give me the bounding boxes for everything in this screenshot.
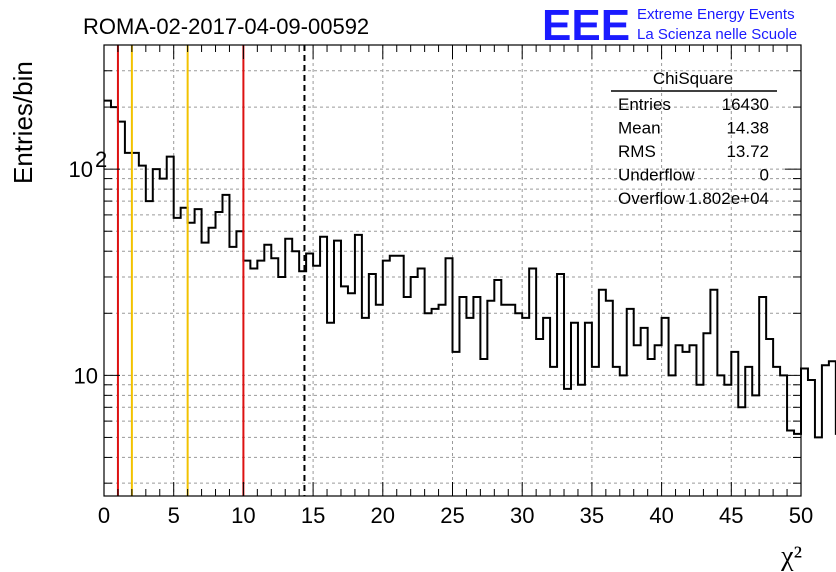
stats-value: 16430 (722, 95, 769, 114)
x-tick-label: 5 (168, 503, 180, 528)
stats-title: ChiSquare (653, 69, 733, 88)
histogram (104, 99, 836, 439)
stats-box: ChiSquare Entries 16430 Mean 14.38 RMS 13.72 U… (611, 69, 777, 208)
stats-label: Entries (618, 95, 671, 114)
threshold-lines (116, 45, 306, 496)
x-tick-label: 45 (719, 503, 743, 528)
y-tick-label: 10 (69, 157, 93, 182)
grid-lines (104, 45, 801, 496)
stats-value: 1.802e+04 (688, 189, 769, 208)
stats-label: Underflow (618, 166, 695, 185)
stats-label: Mean (618, 119, 661, 138)
chart-title: ROMA-02-2017-04-09-00592 (83, 14, 369, 39)
logo-line-2: La Scienza nelle Scuole (637, 26, 797, 43)
eee-logo: EEE Extreme Energy Events La Scienza nel… (542, 1, 797, 50)
logo-line-1: Extreme Energy Events (637, 6, 795, 23)
x-tick-label: 40 (649, 503, 673, 528)
stats-value: 0 (760, 166, 769, 185)
x-axis-ticks: 0 5 10 15 20 25 30 35 40 45 50 (98, 45, 813, 528)
stats-label: RMS (618, 142, 656, 161)
stats-label: Overflow (618, 189, 686, 208)
y-tick-exponent: 2 (95, 147, 107, 172)
stats-value: 13.72 (726, 142, 769, 161)
x-tick-label: 50 (789, 503, 813, 528)
x-axis-label: χ² (780, 541, 802, 572)
x-tick-label: 15 (301, 503, 325, 528)
x-tick-label: 30 (510, 503, 534, 528)
y-tick-label: 10 (74, 363, 98, 388)
stats-value: 14.38 (726, 119, 769, 138)
logo-letters: EEE (542, 1, 630, 50)
x-tick-label: 10 (231, 503, 255, 528)
y-axis-label: Entries/bin (8, 61, 38, 184)
stats-rows: Entries 16430 Mean 14.38 RMS 13.72 Underflow 0 O… (618, 95, 769, 208)
x-tick-label: 20 (371, 503, 395, 528)
x-tick-label: 0 (98, 503, 110, 528)
histogram-series (104, 99, 836, 439)
x-tick-label: 35 (580, 503, 604, 528)
x-tick-label: 25 (440, 503, 464, 528)
